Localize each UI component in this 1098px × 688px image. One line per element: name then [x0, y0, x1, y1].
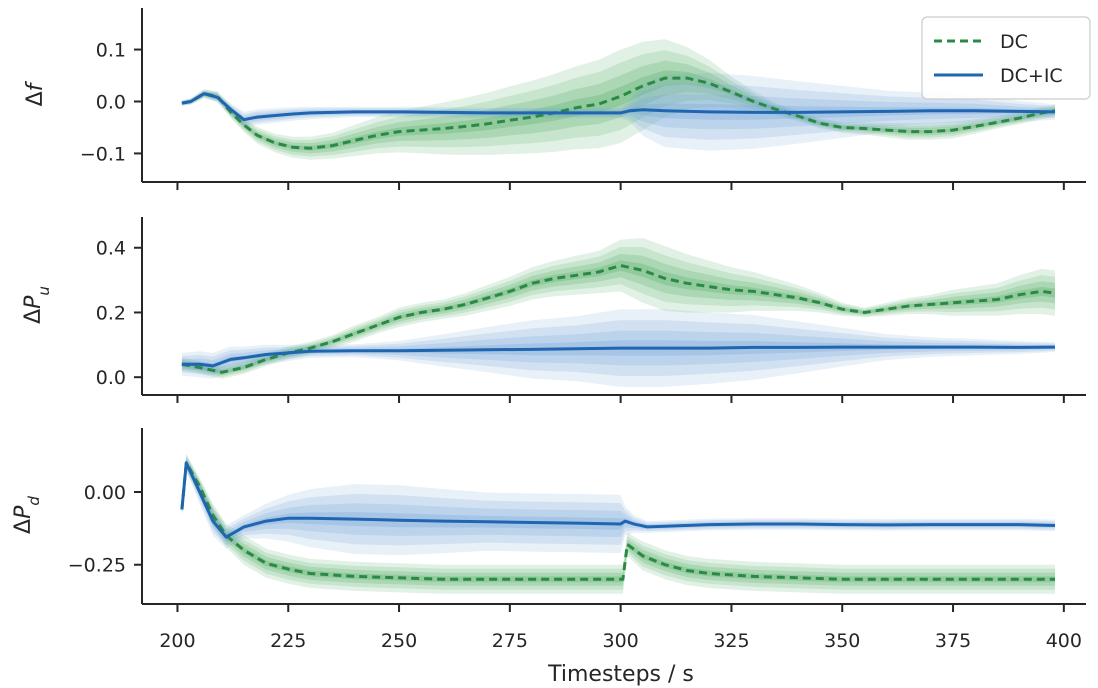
panel-delta-f: −0.1 0.0 0.1 Δf: [23, 8, 1086, 190]
y-tick-label: 0.4: [96, 238, 126, 260]
x-axis-label: Timesteps / s: [547, 662, 694, 687]
panel-delta-pd: −0.25 0.00 ΔPd: [11, 428, 1086, 612]
x-tick-label: 350: [824, 630, 860, 652]
y-axis-label: ΔPd: [11, 496, 43, 534]
x-tick-labels: 200 225 250 275 300 325 350 375 400: [159, 630, 1082, 652]
x-tick-label: 375: [935, 630, 971, 652]
band-dc-0: [181, 39, 1055, 160]
band-dc-1: [181, 456, 1055, 590]
band-dc-0: [181, 454, 1055, 594]
legend-frame: [921, 16, 1091, 100]
band-dc-ic-0: [181, 454, 1055, 556]
axes: 0.0 0.2 0.4: [96, 217, 1086, 403]
band-dc-1: [181, 246, 1055, 377]
y-tick-label: 0.0: [96, 367, 126, 389]
y-tick-label: 0.1: [96, 40, 126, 62]
axes: −0.1 0.0 0.1: [80, 8, 1086, 190]
band-dc-ic-2: [181, 91, 1055, 130]
y-tick-label: 0.0: [96, 91, 126, 113]
y-axis-label: Δf: [23, 80, 48, 106]
band-dc-1: [181, 50, 1055, 157]
x-tick-label: 300: [603, 630, 639, 652]
x-tick-label: 400: [1046, 630, 1082, 652]
y-tick-label: −0.25: [68, 555, 126, 577]
series-line-dc-ic: [181, 345, 1056, 368]
y-tick-label: 0.2: [96, 302, 126, 324]
x-tick-label: 275: [492, 630, 528, 652]
band-dc-0: [181, 238, 1055, 379]
band-dc-ic-3: [181, 92, 1055, 122]
panel-delta-pu: 0.0 0.2 0.4 ΔPu: [21, 217, 1086, 403]
legend-label-dc-ic: DC+IC: [1000, 65, 1063, 87]
series-lines: [181, 264, 1056, 374]
y-tick-label: −0.1: [80, 143, 126, 165]
legend: DC DC+IC: [921, 16, 1091, 100]
legend-label-dc: DC: [1000, 31, 1028, 53]
axes: −0.25 0.00: [68, 428, 1086, 612]
x-tick-label: 325: [713, 630, 749, 652]
band-dc-ic-2: [181, 330, 1055, 372]
band-dc-2: [181, 459, 1055, 586]
series-line-dc-ic: [180, 461, 1056, 539]
series-lines: [181, 76, 1056, 150]
x-tick-label: 250: [381, 630, 417, 652]
series-line-dc: [181, 264, 1056, 374]
y-axis-label: ΔPu: [21, 286, 53, 324]
series-line-dc: [180, 461, 1055, 581]
series-line-dc: [181, 76, 1056, 150]
confidence-bands: [181, 238, 1055, 387]
series-lines: [180, 461, 1056, 581]
x-tick-label: 200: [159, 630, 195, 652]
y-tick-label: 0.00: [84, 482, 126, 504]
x-tick-label: 225: [270, 630, 306, 652]
series-line-dc-ic: [181, 92, 1056, 122]
